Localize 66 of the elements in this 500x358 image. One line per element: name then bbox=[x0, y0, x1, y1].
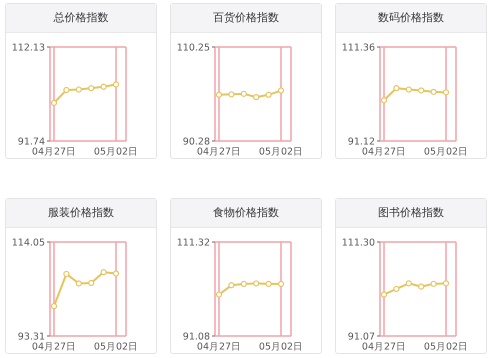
y-tick-label: 111.32 bbox=[176, 237, 210, 248]
y-tick-label: 91.74 bbox=[18, 136, 45, 148]
y-tick-label: 112.13 bbox=[12, 42, 45, 54]
x-tick-label: 04月27日 bbox=[196, 342, 242, 353]
x-tick-label: 05月02日 bbox=[94, 146, 138, 158]
point bbox=[442, 89, 450, 96]
x-tick-label: 04月27日 bbox=[362, 146, 406, 158]
point bbox=[100, 84, 107, 90]
chart-title: 总价格指数 bbox=[6, 4, 156, 33]
chart-title: 百货价格指数 bbox=[171, 4, 321, 33]
chart-title: 食物价格指数 bbox=[171, 199, 321, 228]
y-tick-label: 93.31 bbox=[18, 331, 45, 342]
point bbox=[63, 270, 70, 278]
point bbox=[112, 270, 120, 277]
x-tick-label: 05月02日 bbox=[94, 342, 138, 353]
chart-title: 图书价格指数 bbox=[336, 199, 486, 228]
point bbox=[253, 280, 260, 287]
point bbox=[88, 85, 94, 92]
point bbox=[418, 87, 424, 94]
point bbox=[216, 92, 222, 98]
point bbox=[380, 291, 388, 298]
y-tick-label: 111.36 bbox=[342, 42, 375, 54]
point bbox=[418, 284, 424, 290]
point bbox=[406, 86, 412, 93]
x-tick-label: 05月02日 bbox=[258, 342, 304, 353]
x-tick-label: 04月27日 bbox=[32, 342, 76, 353]
point bbox=[278, 87, 284, 94]
point bbox=[406, 280, 412, 286]
point bbox=[63, 86, 70, 94]
point bbox=[393, 286, 400, 292]
x-tick-label: 04月27日 bbox=[196, 146, 242, 158]
point bbox=[430, 280, 437, 287]
x-tick-label: 04月27日 bbox=[32, 146, 76, 158]
y-tick-label: 114.05 bbox=[12, 237, 45, 248]
y-tick-label: 111.30 bbox=[342, 237, 375, 248]
point bbox=[393, 85, 400, 92]
chart-title: 数码价格指数 bbox=[336, 4, 486, 33]
point bbox=[240, 280, 247, 287]
chart-title: 服装价格指数 bbox=[6, 199, 156, 228]
point bbox=[266, 92, 272, 98]
x-tick-label: 05月02日 bbox=[424, 146, 468, 158]
y-tick-label: 91.07 bbox=[348, 331, 375, 342]
point bbox=[88, 280, 94, 286]
point bbox=[240, 90, 247, 97]
point bbox=[100, 269, 107, 276]
point bbox=[228, 91, 234, 98]
point bbox=[228, 282, 234, 288]
y-tick-label: 90.28 bbox=[182, 136, 210, 148]
point bbox=[278, 280, 284, 287]
y-tick-label: 91.12 bbox=[348, 136, 375, 148]
x-tick-label: 05月02日 bbox=[424, 342, 468, 353]
point bbox=[253, 94, 260, 100]
point bbox=[442, 280, 450, 286]
point bbox=[380, 97, 388, 104]
y-tick-label: 91.08 bbox=[182, 331, 210, 342]
x-tick-label: 05月02日 bbox=[258, 146, 304, 158]
point bbox=[76, 280, 82, 287]
point bbox=[50, 303, 58, 310]
point bbox=[50, 100, 58, 106]
point bbox=[216, 291, 222, 298]
y-tick-label: 110.25 bbox=[176, 42, 210, 54]
point bbox=[430, 88, 437, 95]
point bbox=[76, 86, 82, 93]
point bbox=[112, 81, 120, 88]
x-tick-label: 04月27日 bbox=[362, 342, 406, 353]
point bbox=[266, 280, 272, 287]
